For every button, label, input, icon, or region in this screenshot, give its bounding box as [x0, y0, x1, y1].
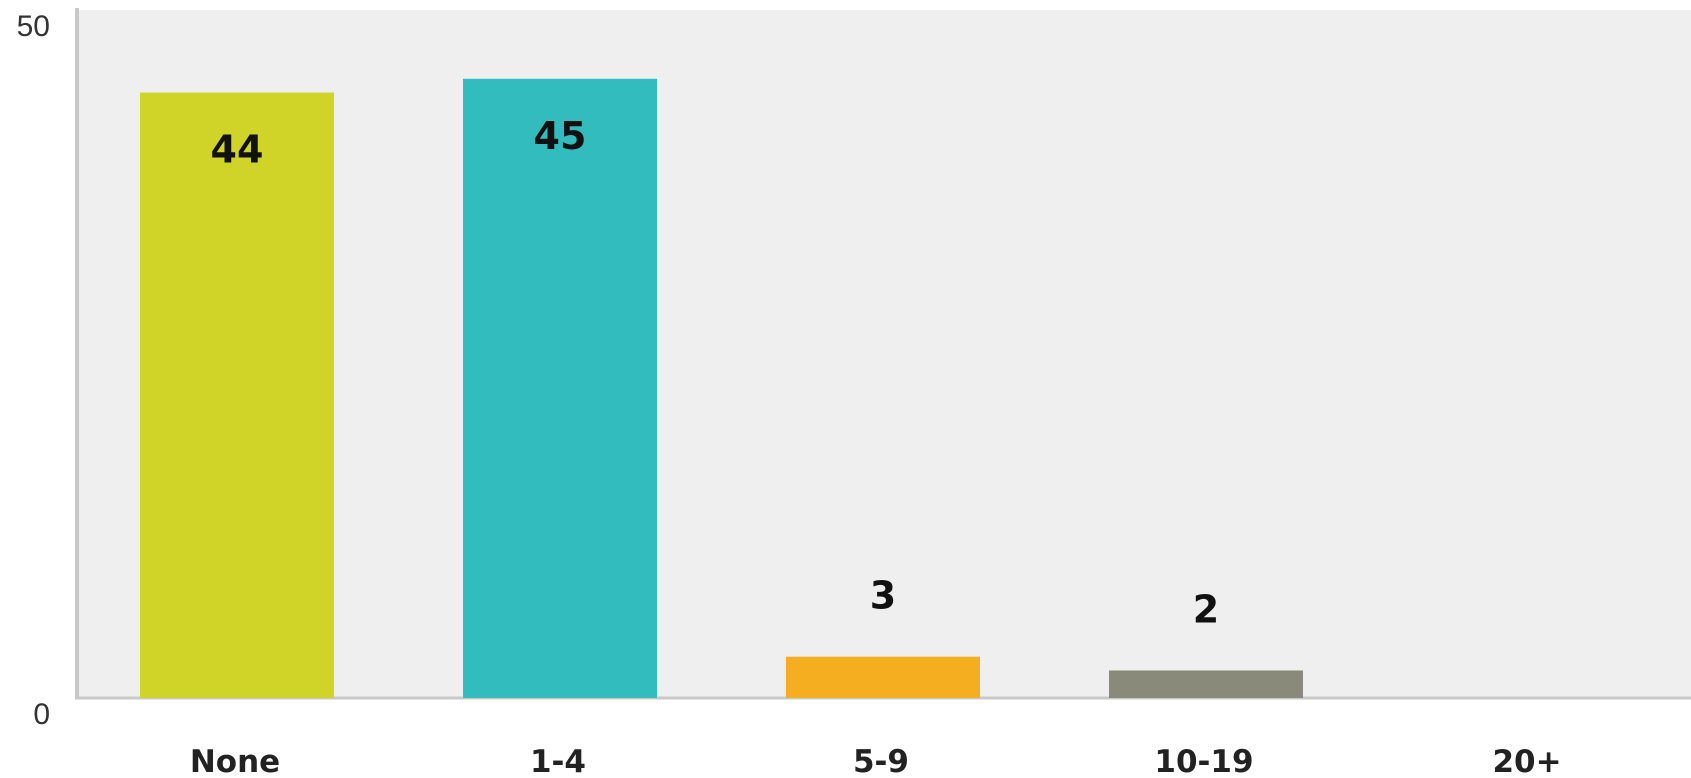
bar-10-19 [1109, 670, 1303, 698]
plot-area [77, 10, 1691, 698]
bar-None [140, 92, 334, 698]
bar-1-4 [463, 78, 657, 699]
x-tick-label-5-9: 5-9 [853, 744, 909, 778]
data-label-10-19: 2 [1193, 587, 1219, 631]
data-label-None: 44 [211, 128, 264, 172]
bars-group: 44 None 45 1-4 3 5-9 2 10-19 20+ [140, 78, 1562, 778]
data-label-1-4: 45 [534, 114, 587, 158]
x-tick-label-1-4: 1-4 [530, 744, 586, 778]
x-tick-label-None: None [190, 744, 280, 778]
x-tick-label-20+: 20+ [1492, 744, 1561, 778]
y-tick-label-max: 50 [17, 10, 50, 43]
y-tick-label-min: 0 [33, 698, 50, 731]
data-label-5-9: 3 [870, 574, 896, 618]
bar-5-9 [786, 656, 980, 698]
x-tick-label-10-19: 10-19 [1154, 744, 1253, 778]
